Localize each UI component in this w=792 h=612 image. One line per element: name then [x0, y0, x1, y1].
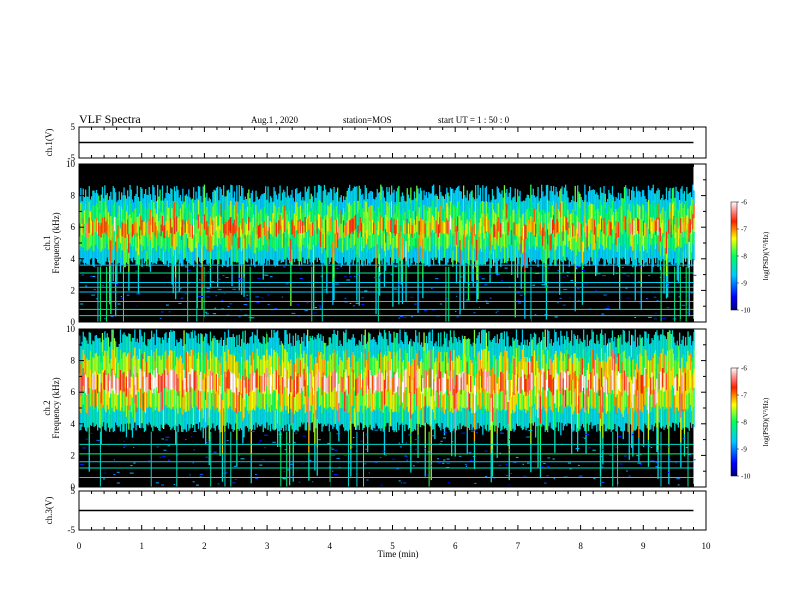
y-tick-label: 5: [71, 122, 76, 132]
figure-title: VLF Spectra: [79, 112, 141, 126]
colorbar-tick-label: -9: [741, 280, 747, 288]
ch1-waveform-panel: 5 -5 ch.1(V): [44, 122, 707, 163]
colorbar-tick-label: -6: [741, 199, 747, 207]
ch3-waveform-panel: 5 -5 ch.3(V): [44, 486, 707, 535]
colorbar-label: log(PSD)(V²/Hz): [762, 231, 770, 280]
colorbar-gradient: [730, 201, 738, 311]
y-axis-label: ch.1: [42, 235, 52, 250]
y-tick-label: 4: [71, 419, 76, 429]
y-tick-label: 6: [71, 387, 76, 397]
colorbar-tick-label: -10: [741, 307, 751, 315]
y-tick-label: 6: [71, 222, 76, 232]
ch1-colorbar: -6 -7 -8 -9 -10 log(PSD)(V²/Hz): [730, 199, 770, 315]
x-tick-label: 7: [516, 541, 521, 551]
x-tick-label: 8: [578, 541, 583, 551]
header-start-time: start UT = 1 : 50 : 0: [438, 115, 510, 125]
y-axis-label: ch.3(V): [44, 497, 54, 525]
y-tick-label: 2: [71, 285, 76, 295]
colorbar-tick-label: -8: [741, 419, 747, 427]
colorbar-tick-label: -10: [741, 473, 751, 481]
y-tick-label: 0: [71, 482, 76, 492]
x-tick-label: 2: [202, 541, 207, 551]
colorbar-label: log(PSD)(V²/Hz): [762, 397, 770, 446]
x-tick-label: 1: [139, 541, 144, 551]
y-tick-label: 8: [71, 191, 76, 201]
colorbar-tick-label: -8: [741, 253, 747, 261]
y-tick-label: 4: [71, 254, 76, 264]
y-tick-label: 0: [71, 317, 76, 327]
spectrogram-signal: [79, 329, 696, 486]
header-station: station=MOS: [343, 115, 392, 125]
x-tick-label: 3: [265, 541, 270, 551]
x-axis-label: Time (min): [378, 549, 419, 559]
y-tick-label: -5: [68, 525, 76, 535]
ch1-spectrogram-panel: 0 2 4 6 8 10 ch.1 Frequency (kHz): [42, 159, 707, 327]
colorbar-gradient: [730, 367, 738, 477]
spectrogram-signal: [79, 184, 697, 320]
colorbar-tick-label: -7: [741, 392, 747, 400]
colorbar-tick-label: -9: [741, 446, 747, 454]
header-date: Aug.1 , 2020: [251, 115, 298, 125]
colorbar-tick-label: -7: [741, 226, 747, 234]
ch2-spectrogram-panel: 0 2 4 6 8 10 ch.2 Frequency (kHz): [42, 324, 707, 492]
y-tick-label: 10: [66, 159, 76, 169]
x-tick-label: 4: [328, 541, 333, 551]
y-axis-label: Frequency (kHz): [51, 212, 61, 273]
y-axis-label: ch.1(V): [44, 129, 54, 157]
x-tick-label: 0: [77, 541, 82, 551]
y-tick-label: 10: [66, 324, 76, 334]
x-tick-label: 9: [641, 541, 646, 551]
y-axis-label: Frequency (kHz): [51, 377, 61, 438]
y-tick-label: 2: [71, 450, 76, 460]
time-axis: 0 1 2 3 4 5 6 7 8 9 10: [77, 541, 711, 551]
y-axis-label: ch.2: [42, 400, 52, 415]
y-tick-label: 8: [71, 356, 76, 366]
x-tick-label: 6: [453, 541, 458, 551]
colorbar-tick-label: -6: [741, 365, 747, 373]
ch2-colorbar: -6 -7 -8 -9 -10 log(PSD)(V²/Hz): [730, 365, 770, 481]
x-tick-label: 10: [702, 541, 712, 551]
y-tick-label: 5: [71, 486, 76, 496]
x-tick-label: 5: [390, 541, 395, 551]
y-tick-label: -5: [68, 153, 76, 163]
